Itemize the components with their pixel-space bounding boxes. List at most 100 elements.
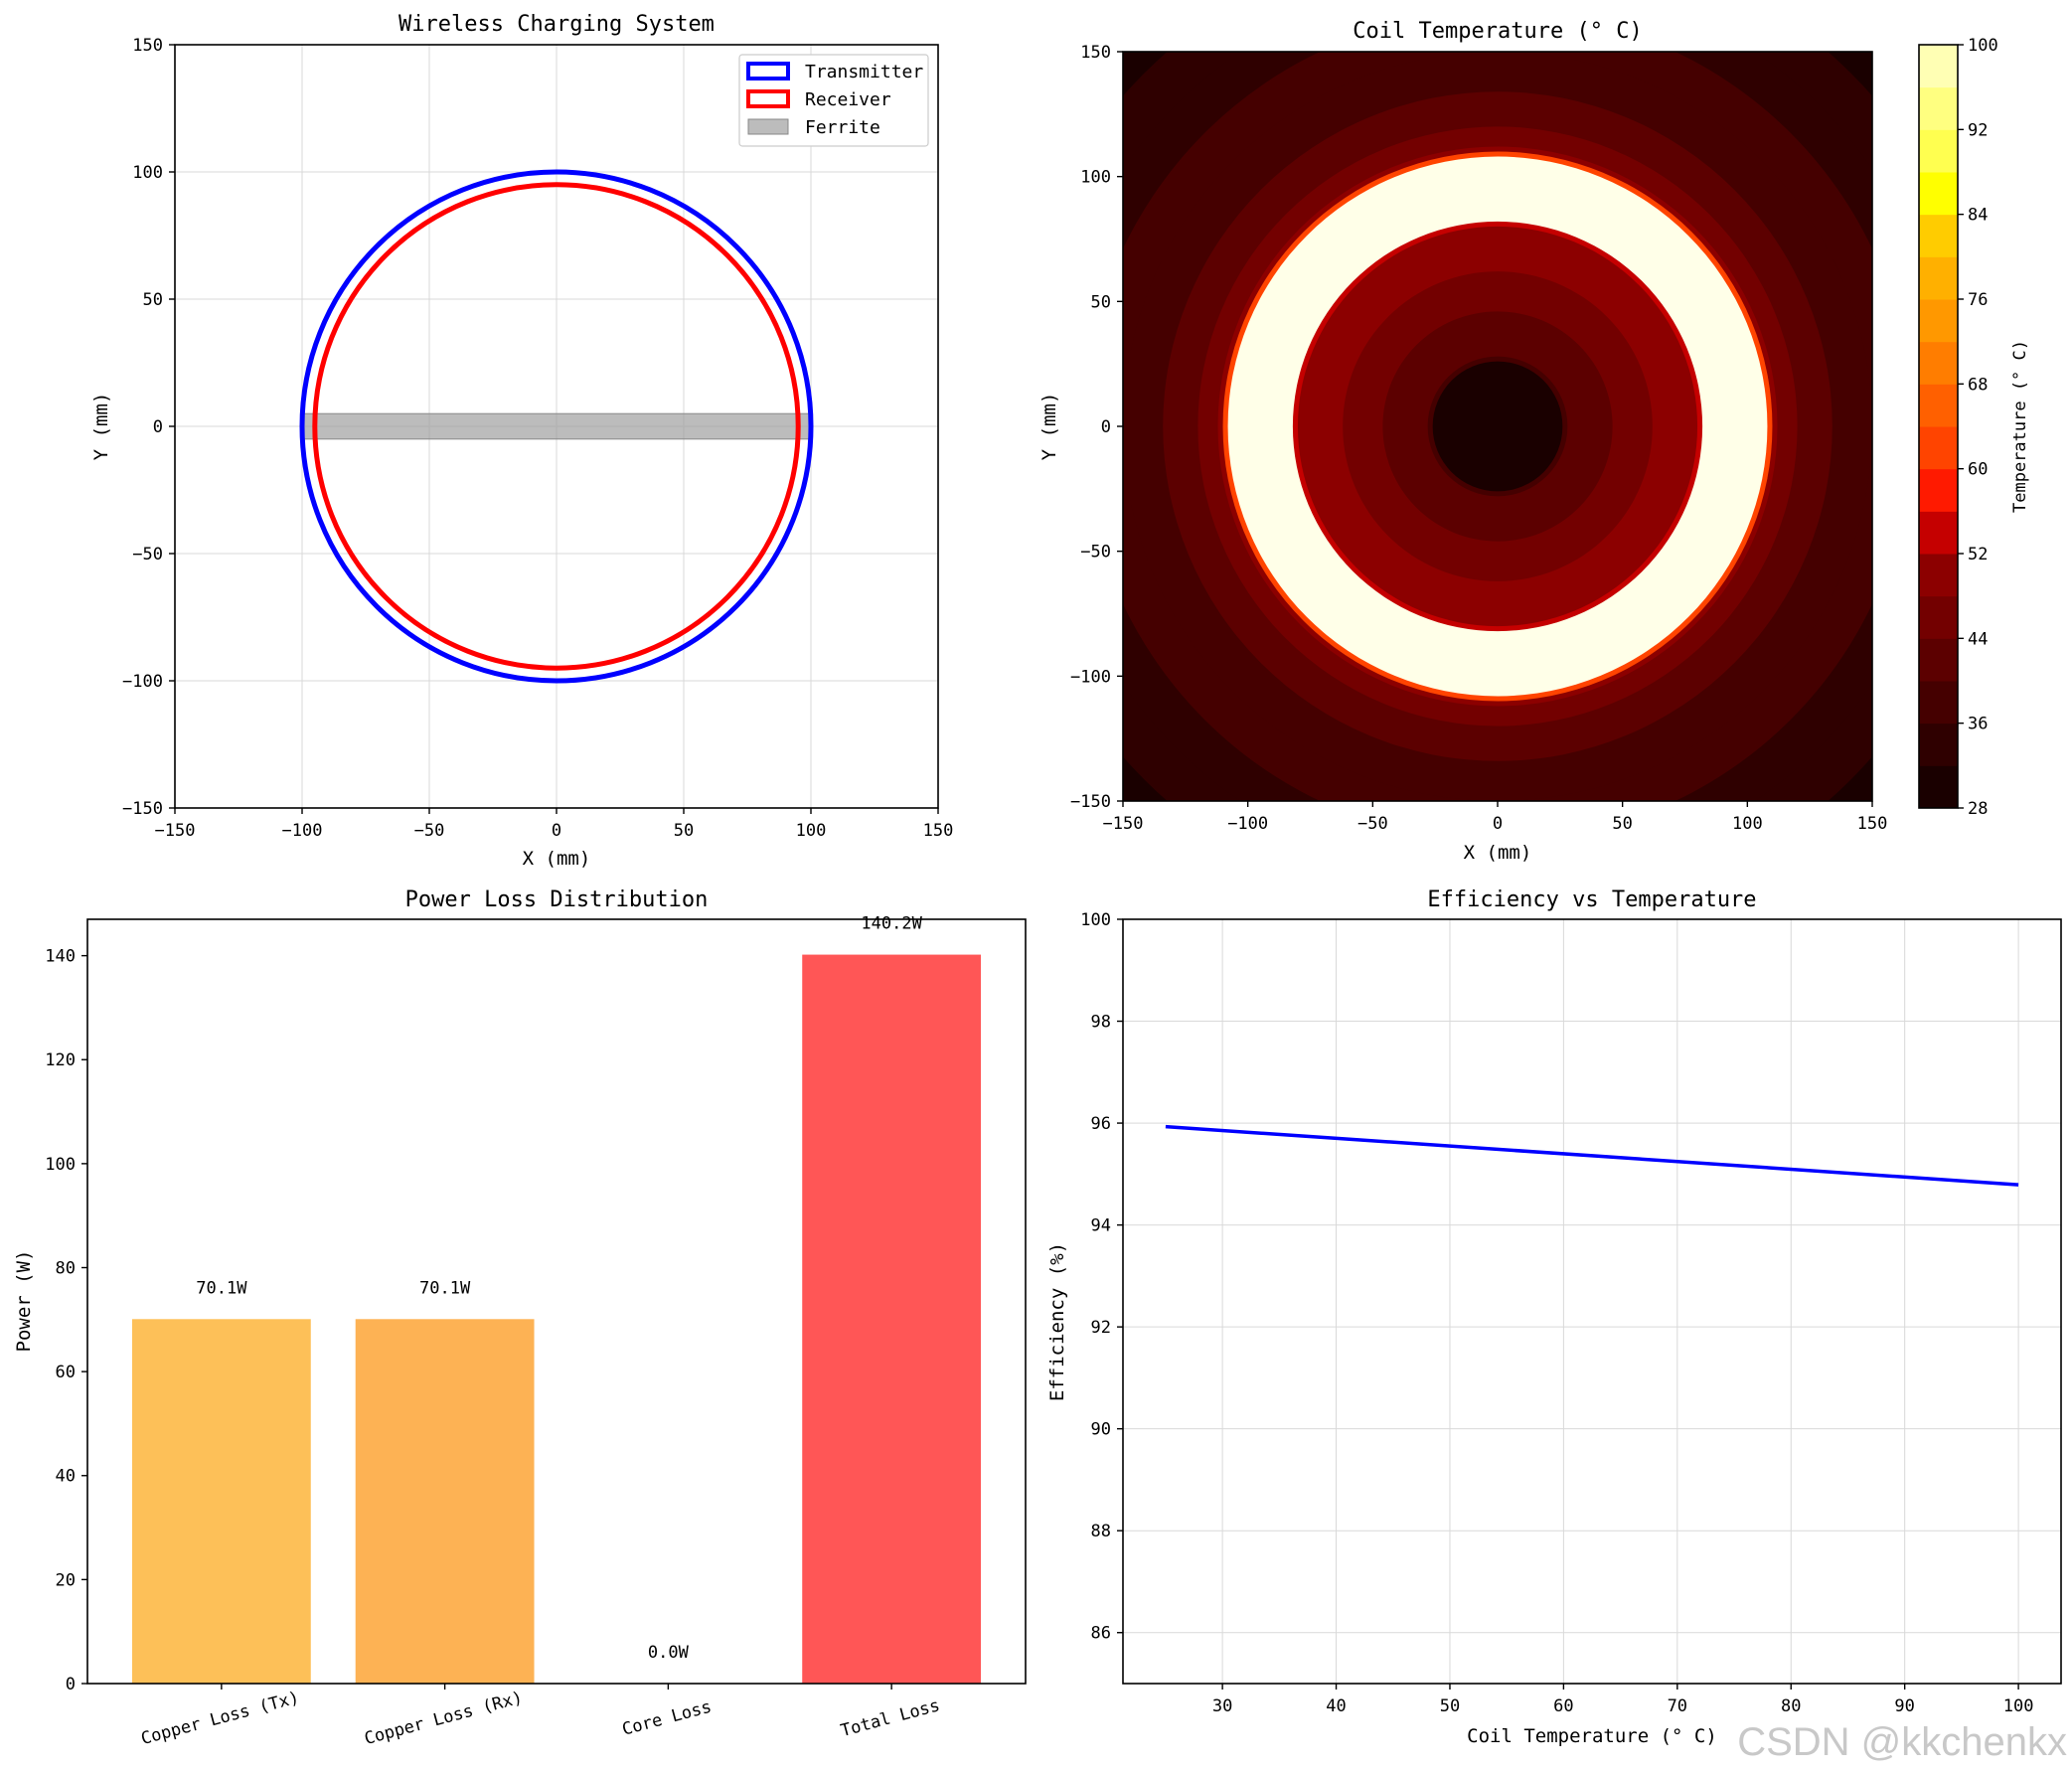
p4-x-label: Coil Temperature (° C): [1467, 1725, 1717, 1747]
colorbar-segment: [1919, 511, 1958, 555]
p3-y-tick-label: 100: [45, 1155, 76, 1175]
legend-swatch-receiver: [746, 89, 790, 108]
p2-x-tick-label: −100: [1227, 814, 1268, 834]
efficiency-panel: 30 40 50 60 70 80 90 100 86 88 90 92 94 96 98 100 Effi…: [1046, 887, 2062, 1747]
p2-x-tick-label: 0: [1493, 814, 1503, 834]
bar-data-label: 140.2W: [861, 914, 922, 934]
p4-y-label: Efficiency (%): [1046, 1242, 1068, 1401]
colorbar-tick-label: 44: [1968, 629, 1988, 649]
p2-colorbar: [1919, 45, 1958, 809]
p2-y-tick-label: −150: [1070, 792, 1111, 812]
p2-x-tick-label: −150: [1103, 814, 1144, 834]
colorbar-frame: [1918, 44, 1959, 809]
p1-title: Wireless Charging System: [398, 12, 715, 37]
p4-y-tick-label: 88: [1091, 1522, 1111, 1541]
ferrite-rect: [301, 412, 812, 440]
colorbar-segment: [1919, 129, 1958, 173]
p4-y-tick-label: 96: [1091, 1114, 1111, 1134]
p2-x-ticks: −150 −100 −50 0 50 100 150: [1103, 801, 1888, 834]
colorbar-tick-label: 68: [1968, 375, 1988, 395]
watermark: CSDN @kkchenkx: [1737, 1720, 2067, 1764]
colorbar-segment: [1919, 765, 1958, 809]
colorbar-segment: [1919, 554, 1958, 597]
p3-data-labels: 70.1W 70.1W 0.0W 140.2W: [196, 914, 922, 1663]
p2-x-tick-label: 150: [1857, 814, 1888, 834]
p1-y-tick-label: −50: [132, 545, 163, 564]
p4-y-tick-label: 92: [1091, 1318, 1111, 1338]
p4-y-tick-label: 94: [1091, 1216, 1111, 1236]
p4-x-ticks: 30 40 50 60 70 80 90 100: [1212, 1684, 2034, 1716]
p4-y-tick-label: 86: [1091, 1624, 1111, 1644]
colorbar-segment: [1919, 86, 1958, 130]
p1-y-tick-label: −150: [122, 799, 163, 819]
colorbar-segment: [1919, 299, 1958, 343]
p2-y-tick-label: 150: [1080, 43, 1111, 63]
colorbar-segment: [1919, 384, 1958, 427]
colorbar-ticks: 100 92 84 76 68 60 52 44 36 28: [1958, 36, 1998, 819]
p1-x-tick-label: −100: [282, 821, 323, 841]
p4-y-tick-label: 90: [1091, 1420, 1111, 1440]
p3-y-label: Power (W): [13, 1250, 35, 1353]
temperature-band: [1432, 361, 1563, 492]
p3-y-tick-label: 140: [45, 947, 76, 967]
colorbar-segment: [1919, 341, 1958, 385]
p2-title: Coil Temperature (° C): [1353, 19, 1642, 44]
p1-y-tick-label: 150: [132, 36, 163, 56]
p1-legend: Transmitter Receiver Ferrite: [738, 54, 929, 147]
p3-y-tick-label: 80: [56, 1258, 76, 1278]
colorbar-tick-label: 92: [1968, 120, 1988, 140]
legend-swatch-transmitter: [746, 62, 790, 81]
p2-y-tick-label: 100: [1080, 168, 1111, 188]
transmitter-circle: [299, 169, 814, 684]
efficiency-line: [1165, 1124, 2019, 1187]
p1-y-tick-label: −100: [122, 672, 163, 692]
p1-y-label: Y (mm): [90, 393, 112, 461]
p3-y-tick-label: 0: [66, 1675, 76, 1694]
p3-y-tick-label: 60: [56, 1363, 76, 1382]
p2-x-label: X (mm): [1464, 842, 1532, 864]
p1-x-label: X (mm): [523, 848, 591, 870]
p4-y-tick-label: 98: [1091, 1013, 1111, 1033]
colorbar-segment: [1919, 172, 1958, 216]
p4-frame: [1122, 918, 2062, 1685]
p2-y-ticks: 150 100 50 0 −50 −100 −150: [1070, 43, 1123, 812]
colorbar-tick-label: 100: [1968, 36, 1998, 56]
colorbar-segment: [1919, 595, 1958, 639]
p2-y-tick-label: 50: [1091, 292, 1111, 312]
p3-frame: [86, 918, 1027, 1685]
p2-x-tick-label: 100: [1732, 814, 1763, 834]
p1-y-ticks: 150 100 50 0 −50 −100 −150: [122, 36, 175, 819]
p3-y-ticks: 0 20 40 60 80 100 120 140: [45, 947, 87, 1694]
colorbar-segment: [1919, 638, 1958, 682]
p2-x-tick-label: 50: [1612, 814, 1632, 834]
p1-x-tick-label: −150: [155, 821, 196, 841]
p1-y-tick-label: 100: [132, 163, 163, 183]
colorbar-tick-label: 36: [1968, 715, 1988, 734]
colorbar-segment: [1919, 256, 1958, 300]
p1-x-tick-label: 150: [923, 821, 954, 841]
colorbar-tick-label: 28: [1968, 799, 1988, 819]
bar-data-label: 70.1W: [196, 1278, 247, 1298]
wireless-charging-panel: −150 −100 −50 0 50 100 150 150 100 50 0 −50 −100 −15…: [90, 12, 953, 870]
legend-label-ferrite: Ferrite: [805, 117, 880, 138]
p4-x-tick-label: 100: [2003, 1696, 2034, 1716]
p1-x-tick-label: 0: [552, 821, 561, 841]
p1-x-ticks: −150 −100 −50 0 50 100 150: [155, 808, 954, 841]
colorbar-tick-label: 84: [1968, 206, 1988, 226]
colorbar-tick-label: 76: [1968, 290, 1988, 310]
heatmap-bands: [1123, 52, 1872, 801]
p4-x-tick-label: 50: [1440, 1696, 1460, 1716]
p1-y-tick-label: 50: [143, 290, 163, 310]
p3-bars: [131, 954, 982, 1684]
p1-y-tick-label: 0: [153, 417, 163, 437]
colorbar-segment: [1919, 214, 1958, 257]
p4-x-tick-label: 70: [1668, 1696, 1687, 1716]
bar: [355, 1319, 535, 1684]
bar: [131, 1319, 311, 1684]
colorbar-segment: [1919, 723, 1958, 766]
p3-y-tick-label: 120: [45, 1050, 76, 1070]
p4-y-ticks: 86 88 90 92 94 96 98 100: [1080, 910, 1123, 1644]
p3-title: Power Loss Distribution: [405, 887, 709, 912]
colorbar-label: Temperature (° C): [2010, 340, 2030, 513]
